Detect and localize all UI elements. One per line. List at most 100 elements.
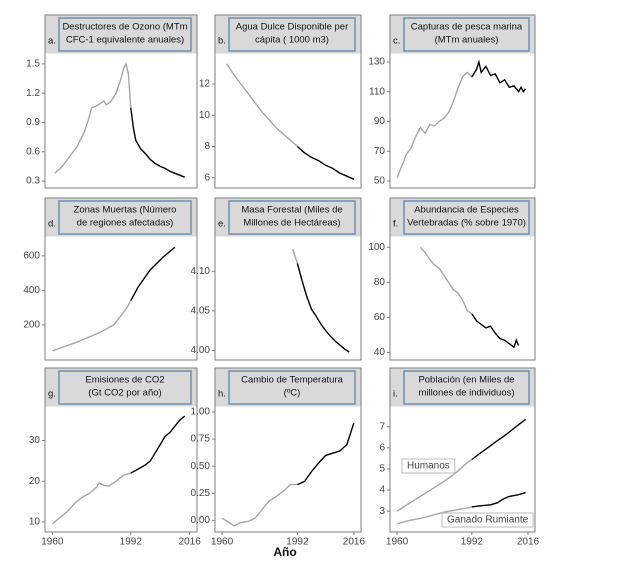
x-tick-label: 1960 bbox=[211, 537, 234, 548]
y-tick-label: 10 bbox=[199, 110, 211, 121]
panel-label: i. bbox=[393, 389, 398, 400]
panel-title: CFC-1 equivalente anuales) bbox=[66, 35, 184, 46]
y-tick-label: 0.9 bbox=[26, 117, 40, 128]
series-line bbox=[396, 71, 473, 179]
panel-label: g. bbox=[48, 389, 56, 400]
y-tick-label: 80 bbox=[374, 277, 386, 288]
title-box bbox=[58, 17, 192, 52]
series-label-box bbox=[401, 458, 456, 474]
y-tick-label: 1.2 bbox=[26, 88, 40, 99]
series-line bbox=[471, 491, 526, 508]
y-tick-label: 0.3 bbox=[26, 176, 40, 187]
y-tick-label: 200 bbox=[23, 320, 40, 331]
y-tick-label: 1.00 bbox=[191, 407, 211, 418]
y-tick-label: 100 bbox=[368, 242, 385, 253]
panel-label: h. bbox=[218, 389, 226, 400]
y-tick-label: 50 bbox=[374, 176, 386, 187]
series-line bbox=[396, 506, 473, 525]
y-tick-label: 400 bbox=[23, 285, 40, 296]
y-tick-label: 60 bbox=[374, 312, 386, 323]
series-line bbox=[296, 145, 355, 180]
series-line bbox=[130, 415, 186, 474]
panel-title: Destructores de Ozono (MTm bbox=[62, 22, 187, 33]
series-line bbox=[52, 300, 132, 352]
x-tick-label: 1960 bbox=[386, 537, 409, 548]
series-line bbox=[292, 248, 299, 264]
y-tick-label: 110 bbox=[369, 86, 385, 97]
x-tick-label: 1992 bbox=[461, 537, 484, 548]
y-tick-label: 0.50 bbox=[191, 461, 211, 472]
series-line bbox=[396, 458, 473, 512]
panel-label: e. bbox=[218, 219, 226, 230]
y-tick-label: 40 bbox=[374, 347, 386, 358]
title-box bbox=[403, 200, 530, 235]
title-box bbox=[228, 370, 356, 405]
x-tick-label: 1992 bbox=[286, 537, 309, 548]
series-label-box bbox=[441, 512, 534, 528]
series-line bbox=[51, 472, 131, 525]
panel-title: de regiones afectadas) bbox=[77, 218, 174, 229]
panel-title: Cambio de Temperatura bbox=[241, 375, 343, 386]
y-tick-label: 4.10 bbox=[191, 266, 211, 277]
y-tick-label: 6 bbox=[204, 172, 210, 183]
panel-label: d. bbox=[48, 219, 56, 230]
title-box bbox=[403, 370, 530, 405]
series-line bbox=[221, 483, 298, 527]
series-line bbox=[297, 422, 355, 486]
x-axis-label: Año bbox=[273, 545, 296, 559]
title-box bbox=[58, 200, 192, 235]
panel-title: millones de individuos) bbox=[418, 388, 514, 399]
y-tick-label: 12 bbox=[199, 79, 211, 90]
x-tick-label: 1992 bbox=[120, 537, 143, 548]
panel-title: Millones de Hectáreas) bbox=[243, 218, 340, 229]
title-box bbox=[403, 17, 530, 52]
panel-title: Agua Dulce Disponible per bbox=[236, 22, 348, 33]
series-line bbox=[130, 246, 176, 302]
panel-title: Emisiones de CO2 bbox=[85, 375, 164, 386]
title-box bbox=[228, 200, 356, 235]
panel-title: Capturas de pesca marina bbox=[411, 22, 523, 33]
panel-label: b. bbox=[218, 36, 226, 47]
y-tick-label: 4 bbox=[379, 485, 385, 496]
y-tick-label: 30 bbox=[29, 435, 41, 446]
panel-title: Población (en Miles de bbox=[418, 375, 514, 386]
series-line bbox=[419, 246, 473, 315]
panel-title: Vertebradas (% sobre 1970) bbox=[407, 218, 526, 229]
panel-title: (MTm anuales) bbox=[435, 35, 499, 46]
panel-label: f. bbox=[393, 219, 398, 230]
x-tick-label: 2016 bbox=[179, 537, 202, 548]
y-tick-label: 8 bbox=[204, 141, 210, 152]
title-box bbox=[58, 370, 192, 405]
y-tick-label: 600 bbox=[23, 250, 40, 261]
y-tick-label: 4.05 bbox=[191, 306, 211, 317]
panel-title: (Gt CO2 por año) bbox=[88, 388, 161, 399]
x-tick-label: 1960 bbox=[41, 537, 64, 548]
panel-title: Abundancia de Especies bbox=[414, 205, 519, 216]
x-tick-label: 2016 bbox=[517, 537, 540, 548]
panel-title: (ºC) bbox=[284, 388, 301, 399]
y-tick-label: 0.75 bbox=[191, 434, 211, 445]
y-tick-label: 0.00 bbox=[191, 515, 211, 526]
series-line bbox=[130, 107, 185, 178]
panel-title: cápita ( 1000 m3) bbox=[255, 35, 329, 46]
y-tick-label: 7 bbox=[379, 421, 385, 432]
y-tick-label: 3 bbox=[379, 506, 385, 517]
series-line bbox=[226, 63, 298, 148]
series-line bbox=[471, 418, 527, 461]
y-tick-label: 20 bbox=[29, 476, 41, 487]
y-tick-label: 1.5 bbox=[26, 59, 40, 70]
y-tick-label: 0.6 bbox=[26, 146, 40, 157]
y-tick-label: 5 bbox=[379, 464, 385, 475]
y-tick-label: 70 bbox=[374, 146, 386, 157]
y-tick-label: 4.00 bbox=[191, 345, 211, 356]
series-line bbox=[471, 59, 527, 93]
series-label: Humanos bbox=[407, 461, 450, 472]
series-line bbox=[296, 263, 350, 353]
title-box bbox=[228, 17, 356, 52]
panel-title: Masa Forestal (Miles de bbox=[241, 205, 342, 216]
panel-label: c. bbox=[393, 36, 400, 47]
y-tick-label: 130 bbox=[368, 57, 385, 68]
series-line bbox=[54, 61, 132, 174]
series-label: Ganado Rumiante bbox=[447, 515, 529, 526]
